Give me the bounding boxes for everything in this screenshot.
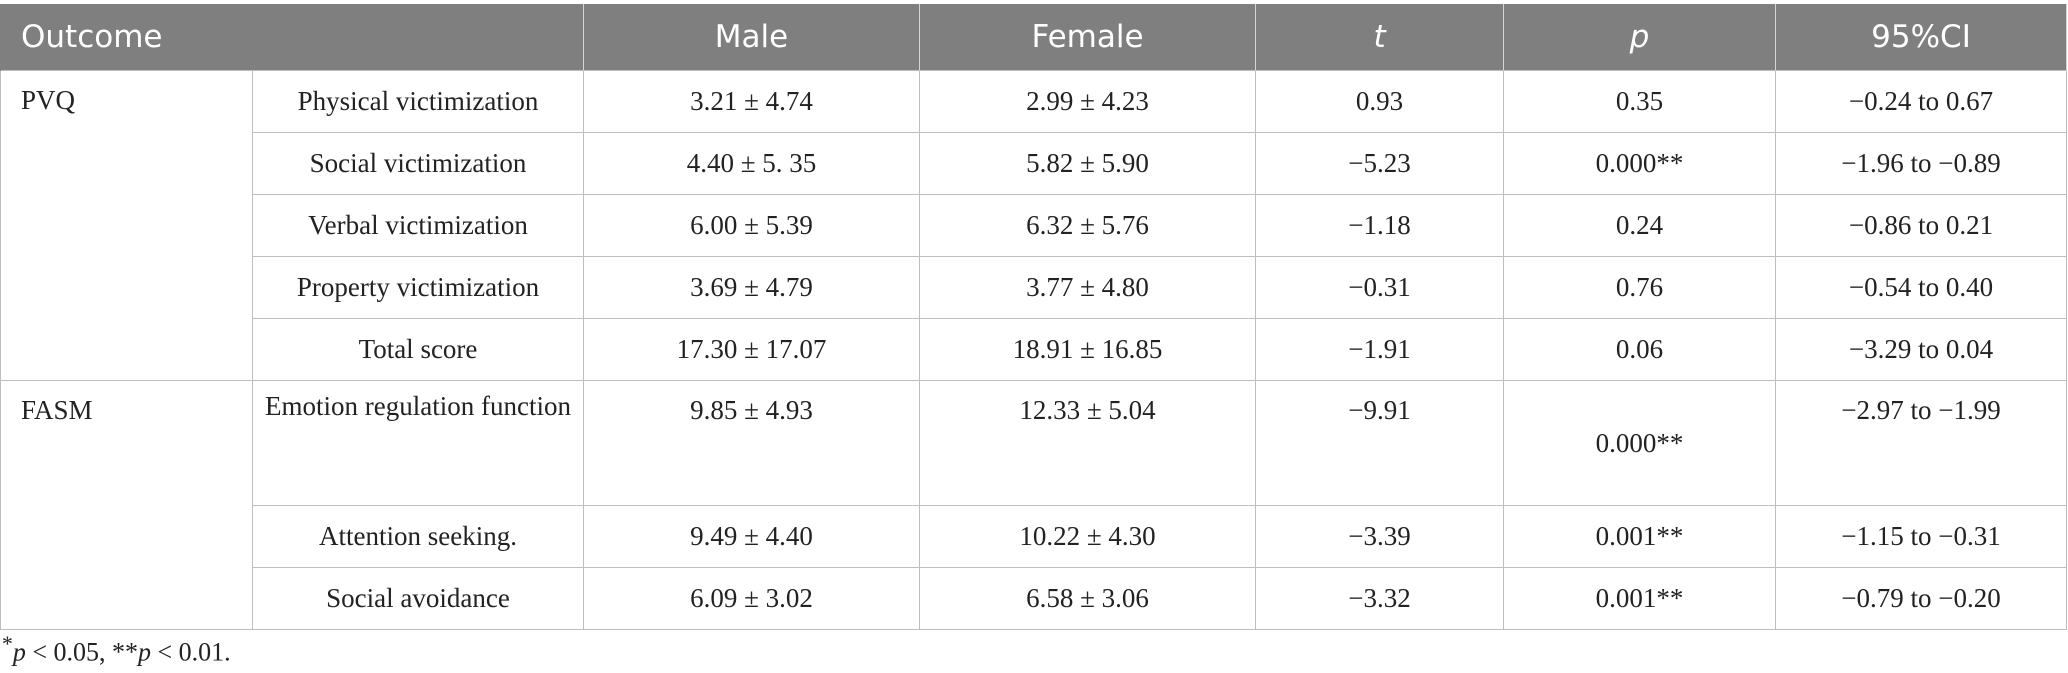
p-cell: 0.76 <box>1503 256 1777 319</box>
row-label: Property victimization <box>251 256 585 319</box>
female-cell: 3.77 ± 4.80 <box>919 256 1257 319</box>
t-cell: −1.18 <box>1255 194 1505 257</box>
ci-cell: −0.86 to 0.21 <box>1775 194 2068 257</box>
female-cell: 5.82 ± 5.90 <box>919 132 1257 195</box>
table-row: Social avoidance 6.09 ± 3.02 6.58 ± 3.06… <box>1 567 2068 630</box>
footnote-p-symbol-2: p <box>138 637 151 667</box>
female-cell: 12.33 ± 5.04 <box>919 380 1257 506</box>
p-cell: 0.001** <box>1503 505 1777 568</box>
t-cell: −1.91 <box>1255 318 1505 381</box>
row-label: Social avoidance <box>251 567 585 630</box>
table-row: FASM Emotion regulation function 9.85 ± … <box>0 380 2068 630</box>
t-cell: −3.39 <box>1255 505 1505 568</box>
male-cell: 6.00 ± 5.39 <box>583 194 921 257</box>
results-table: Outcome Male Female t p 95%CI PVQ Physic… <box>0 4 2068 630</box>
t-cell: 0.93 <box>1255 70 1505 133</box>
header-t: t <box>1255 4 1505 71</box>
p-cell: 0.06 <box>1503 318 1777 381</box>
ci-cell: −3.29 to 0.04 <box>1775 318 2068 381</box>
p-cell: 0.000** <box>1503 380 1777 506</box>
male-cell: 9.85 ± 4.93 <box>583 380 921 506</box>
table-row: Verbal victimization 6.00 ± 5.39 6.32 ± … <box>1 194 2068 257</box>
male-cell: 3.69 ± 4.79 <box>583 256 921 319</box>
ci-cell: −0.54 to 0.40 <box>1775 256 2068 319</box>
p-cell: 0.24 <box>1503 194 1777 257</box>
male-cell: 6.09 ± 3.02 <box>583 567 921 630</box>
footnote-text-2: < 0.01. <box>151 637 231 667</box>
ci-cell: −0.79 to −0.20 <box>1775 567 2068 630</box>
table-row: Property victimization 3.69 ± 4.79 3.77 … <box>1 256 2068 319</box>
group-label-pvq: PVQ <box>0 70 253 381</box>
ci-cell: −0.24 to 0.67 <box>1775 70 2068 133</box>
male-cell: 17.30 ± 17.07 <box>583 318 921 381</box>
female-cell: 18.91 ± 16.85 <box>919 318 1257 381</box>
group-label-fasm: FASM <box>0 380 253 630</box>
row-label: Emotion regulation function <box>251 380 585 506</box>
table-row: PVQ Physical victimization 3.21 ± 4.74 2… <box>0 70 2068 381</box>
table-row: Attention seeking. 9.49 ± 4.40 10.22 ± 4… <box>1 505 2068 568</box>
footnote-asterisk: * <box>2 632 13 656</box>
header-male: Male <box>583 4 921 71</box>
table-row: Social victimization 4.40 ± 5. 35 5.82 ±… <box>1 132 2068 195</box>
footnote-text-1: < 0.05, ** <box>25 637 138 667</box>
ci-cell: −2.97 to −1.99 <box>1775 380 2068 506</box>
header-ci: 95%CI <box>1775 4 2068 71</box>
female-cell: 6.32 ± 5.76 <box>919 194 1257 257</box>
header-female: Female <box>919 4 1257 71</box>
row-label: Verbal victimization <box>251 194 585 257</box>
header-outcome: Outcome <box>0 4 585 71</box>
p-cell: 0.35 <box>1503 70 1777 133</box>
p-cell: 0.000** <box>1503 132 1777 195</box>
header-row: Outcome Male Female t p 95%CI <box>0 4 2068 71</box>
t-cell: −3.32 <box>1255 567 1505 630</box>
ci-cell: −1.15 to −0.31 <box>1775 505 2068 568</box>
p-cell: 0.001** <box>1503 567 1777 630</box>
female-cell: 2.99 ± 4.23 <box>919 70 1257 133</box>
male-cell: 9.49 ± 4.40 <box>583 505 921 568</box>
female-cell: 10.22 ± 4.30 <box>919 505 1257 568</box>
female-cell: 6.58 ± 3.06 <box>919 567 1257 630</box>
row-label: Physical victimization <box>251 70 585 133</box>
row-label: Social victimization <box>251 132 585 195</box>
footnote-p-symbol-1: p <box>12 637 26 667</box>
t-cell: −5.23 <box>1255 132 1505 195</box>
row-label: Total score <box>251 318 585 381</box>
header-p: p <box>1503 4 1777 71</box>
table-footnote: *p < 0.05, **p < 0.01. <box>2 632 231 668</box>
t-cell: −0.31 <box>1255 256 1505 319</box>
male-cell: 3.21 ± 4.74 <box>583 70 921 133</box>
t-cell: −9.91 <box>1255 380 1505 506</box>
row-label: Attention seeking. <box>251 505 585 568</box>
table-row: Total score 17.30 ± 17.07 18.91 ± 16.85 … <box>1 318 2068 381</box>
ci-cell: −1.96 to −0.89 <box>1775 132 2068 195</box>
male-cell: 4.40 ± 5. 35 <box>583 132 921 195</box>
